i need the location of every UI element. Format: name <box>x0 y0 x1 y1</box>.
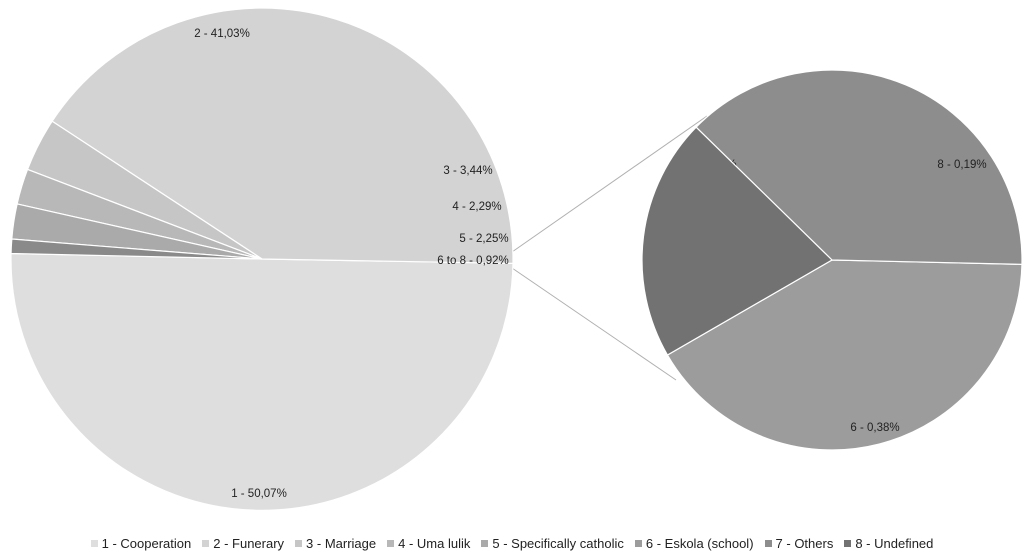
main-pie-label-5-specifically-catholic: 5 - 2,25% <box>459 233 508 245</box>
connector-lines <box>511 115 708 381</box>
detail-pie-label-8-undefined: 8 - 0,19% <box>937 159 986 171</box>
legend-swatch <box>387 539 395 547</box>
main-pie-slice-6-to-8 <box>10 238 263 260</box>
legend-item-3-marriage: 3 - Marriage <box>295 536 376 551</box>
legend-label: 3 - Marriage <box>306 535 377 551</box>
legend-item-7-others: 7 - Others <box>764 535 834 551</box>
main-pie-label-6-to-8: 6 to 8 - 0,92% <box>437 255 509 267</box>
legend: 1 - Cooperation 2 - Funerary 3 - Marriage 4… <box>0 533 1024 553</box>
legend-swatch <box>202 539 210 547</box>
main-pie: 1 - 50,07% 2 - 41,03% 3 - 3,44% 4 - 2,29% 5 … <box>10 7 514 511</box>
legend-item-5-specifically-catholic: 5 - Specifically catholic <box>481 536 624 551</box>
legend-swatch <box>90 539 98 547</box>
legend-swatch <box>634 539 642 547</box>
main-pie-slice-1-cooperation <box>10 252 514 511</box>
legend-swatch <box>295 539 303 547</box>
main-pie-label-3-marriage: 3 - 3,44% <box>443 165 492 177</box>
main-pie-label-1-cooperation: 1 - 50,07% <box>231 488 287 500</box>
legend-label: 8 - Undefined <box>855 535 934 551</box>
legend-swatch <box>481 539 489 547</box>
connector-line-bottom <box>511 267 677 381</box>
legend-swatch <box>844 539 852 547</box>
detail-pie-slice-7-others <box>695 69 1023 265</box>
legend-item-4-uma-lulik: 4 - Uma lulik <box>387 536 470 551</box>
main-pie-label-2-funerary: 2 - 41,03% <box>194 28 250 40</box>
legend-label: 6 - Eskola (school) <box>645 535 754 551</box>
legend-item-8-undefined: 8 - Undefined <box>844 536 933 551</box>
legend-label: 7 - Others <box>775 535 834 551</box>
legend-item-1-cooperation: 1 - Cooperation <box>90 535 192 551</box>
legend-label: 5 - Specifically catholic <box>492 535 624 551</box>
detail-pie-slice-6-eskola-school <box>666 259 1023 451</box>
legend-label: 1 - Cooperation <box>101 535 192 551</box>
legend-label: 2 - Funerary <box>213 535 285 551</box>
connector-line-top <box>511 115 708 253</box>
detail-pie-slice-8-undefined <box>641 126 833 356</box>
detail-pie: 6 - 0,38%7 - 0,35%8 - 0,19% <box>641 69 1023 451</box>
main-pie-label-4-uma-lulik: 4 - 2,29% <box>452 201 501 213</box>
legend-label: 4 - Uma lulik <box>398 535 471 551</box>
legend-item-2-funerary: 2 - Funerary <box>202 536 284 551</box>
legend-item-6-eskola-school: 6 - Eskola (school) <box>634 535 754 551</box>
legend-swatch <box>764 539 772 547</box>
detail-pie-label-6-eskola-school: 6 - 0,38% <box>850 422 899 434</box>
main-pie-slice-2-funerary <box>51 7 514 264</box>
